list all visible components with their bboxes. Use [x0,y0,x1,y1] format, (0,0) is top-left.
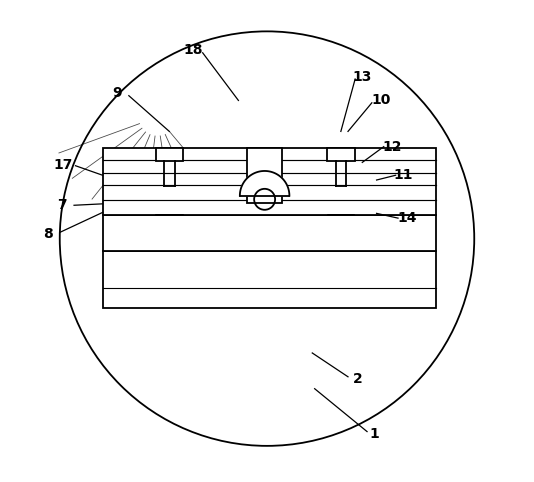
Bar [103,215,436,251]
Text: 14: 14 [398,211,417,225]
Text: 8: 8 [43,227,53,241]
Text: 7: 7 [57,198,67,212]
Bar [327,148,355,161]
Text: 17: 17 [53,158,73,172]
Text: 9: 9 [112,86,122,100]
Text: 13: 13 [352,69,372,83]
Bar [103,148,122,215]
Text: 11: 11 [393,168,413,182]
Text: 12: 12 [382,140,402,154]
Bar [103,251,436,308]
Text: 18: 18 [183,43,203,57]
Bar [103,148,436,215]
Text: 1: 1 [370,427,379,441]
Text: 2: 2 [352,372,363,386]
Polygon shape [240,171,289,196]
Bar [155,148,183,161]
Bar [247,148,282,203]
Text: 10: 10 [372,94,391,107]
